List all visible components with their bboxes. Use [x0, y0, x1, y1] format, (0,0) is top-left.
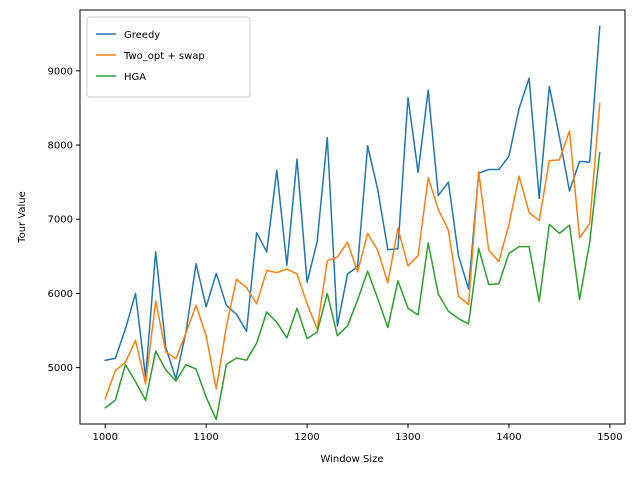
x-axis-label: Window Size — [320, 454, 383, 465]
series-line-0 — [104, 25, 601, 380]
y-tick-label: 7000 — [48, 215, 73, 226]
legend-label: HGA — [124, 72, 146, 83]
y-tick-label: 9000 — [48, 66, 73, 77]
series-line-2 — [104, 151, 601, 421]
y-tick-label: 8000 — [48, 141, 73, 152]
y-axis-label: Tour Value — [17, 191, 28, 244]
x-tick-label: 1500 — [597, 432, 622, 443]
x-tick-label: 1200 — [294, 432, 319, 443]
y-tick-label: 6000 — [48, 289, 73, 300]
x-tick-label: 1000 — [93, 432, 118, 443]
series-lines — [104, 25, 601, 421]
series-line-1 — [104, 102, 601, 400]
x-axis: 1000 1100 1200 1300 1400 1500 — [93, 424, 623, 443]
legend-label: Two_opt + swap — [123, 51, 205, 62]
x-tick-label: 1100 — [193, 432, 218, 443]
x-tick-label: 1300 — [395, 432, 420, 443]
plot-area-frame — [79, 9, 626, 425]
legend-label: Greedy — [124, 30, 160, 41]
y-tick-label: 5000 — [48, 363, 73, 374]
y-axis: 5000 6000 7000 8000 9000 — [48, 66, 80, 374]
legend-frame — [86, 16, 251, 98]
x-tick-label: 1400 — [496, 432, 521, 443]
legend: Greedy Two_opt + swap HGA — [86, 16, 251, 98]
